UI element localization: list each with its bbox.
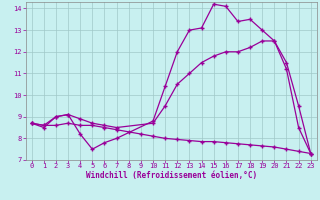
X-axis label: Windchill (Refroidissement éolien,°C): Windchill (Refroidissement éolien,°C) xyxy=(86,171,257,180)
